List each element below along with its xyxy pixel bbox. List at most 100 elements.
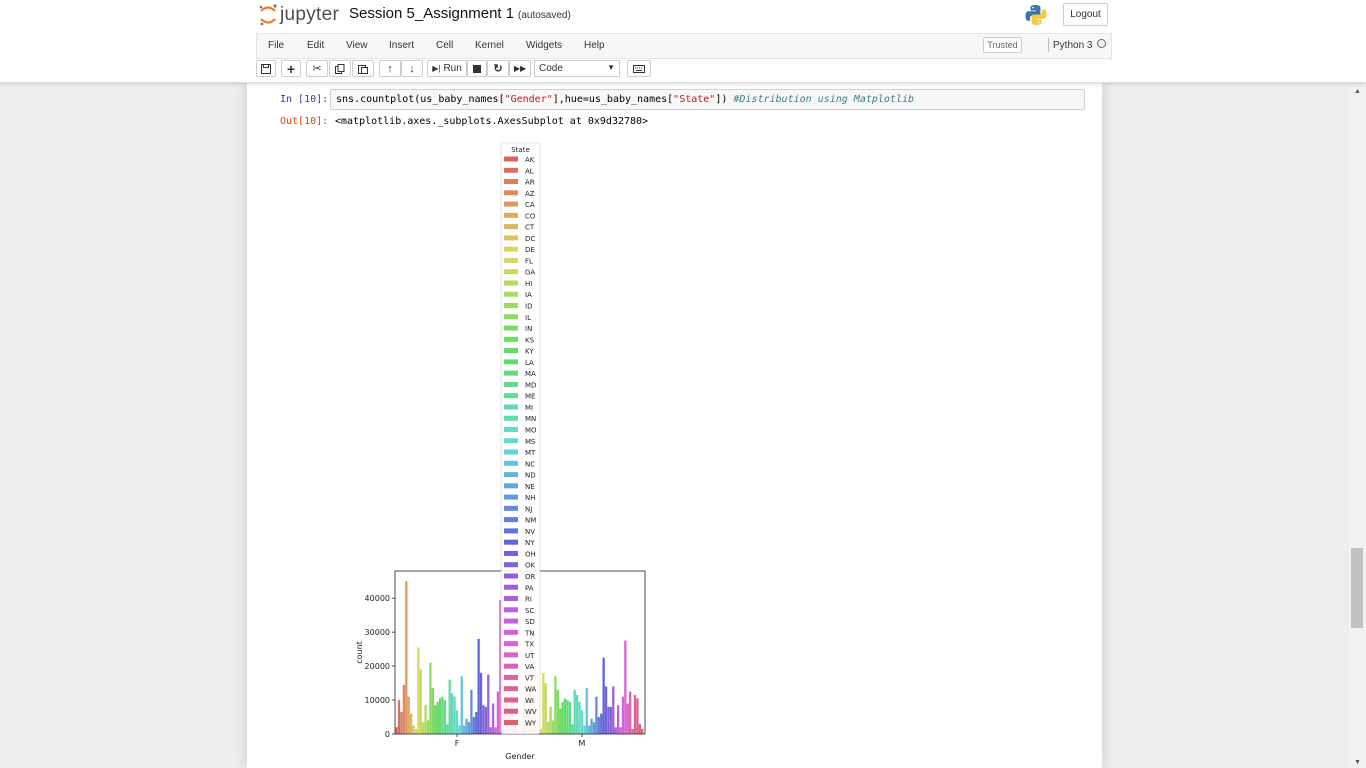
menu-insert[interactable]: Insert <box>389 40 415 51</box>
legend-swatch-MA <box>504 370 518 376</box>
copy-button[interactable] <box>329 60 351 77</box>
legend-swatch-TN <box>504 629 518 635</box>
y-tick-label: 20000 <box>365 662 390 671</box>
y-tick-label: 30000 <box>365 628 390 637</box>
cell-type-select[interactable]: Code ▼ <box>534 60 620 77</box>
bar-F-MO <box>453 696 456 734</box>
bar-M-IA <box>549 706 552 734</box>
trusted-indicator[interactable]: Trusted <box>983 37 1022 53</box>
python-logo-icon <box>1024 3 1048 32</box>
legend-label-OR: OR <box>525 573 536 581</box>
legend-swatch-PA <box>504 584 518 590</box>
bar-F-MD <box>443 700 447 734</box>
menu-widgets[interactable]: Widgets <box>526 40 563 51</box>
bar-M-NJ <box>595 696 598 734</box>
command-palette-button[interactable] <box>627 60 651 77</box>
bar-M-MI <box>573 689 576 734</box>
jupyter-logo-icon <box>259 4 277 26</box>
move-up-button[interactable]: ↑ <box>379 60 401 77</box>
restart-button[interactable]: ↻ <box>487 60 509 77</box>
stop-icon <box>473 64 481 73</box>
menu-edit[interactable]: Edit <box>307 40 325 51</box>
bar-F-MA <box>441 696 444 734</box>
legend-swatch-VA <box>504 663 518 669</box>
jupyter-logo[interactable]: jupyter <box>258 3 339 27</box>
legend-swatch-MS <box>504 438 518 444</box>
bar-M-WA <box>633 694 637 734</box>
bar-F-MI <box>448 679 451 734</box>
interrupt-button[interactable] <box>467 60 487 77</box>
legend-swatch-NY <box>504 539 518 545</box>
legend-label-WV: WV <box>525 708 537 716</box>
bar-F-LA <box>438 698 442 734</box>
bar-M-LA <box>563 698 567 734</box>
legend-swatch-NC <box>504 460 518 466</box>
menu-view[interactable]: View <box>346 40 368 51</box>
legend-swatch-NH <box>504 494 518 500</box>
menu-cell[interactable]: Cell <box>436 40 454 51</box>
bar-F-AZ <box>402 684 406 734</box>
legend-swatch-MI <box>504 404 518 410</box>
scrollbar-thumb[interactable] <box>1351 548 1363 628</box>
legend-label-MN: MN <box>525 415 536 423</box>
legend-swatch-HI <box>504 280 518 286</box>
page-scrollbar[interactable]: ▲ ▼ <box>1349 82 1366 768</box>
legend-label-UT: UT <box>525 652 535 660</box>
legend-swatch-GA <box>504 269 518 275</box>
legend-swatch-MT <box>504 449 518 455</box>
legend-label-GA: GA <box>525 269 535 277</box>
legend-swatch-DE <box>504 246 518 252</box>
legend-swatch-NV <box>504 528 518 534</box>
input-prompt: In [10]: <box>280 94 329 105</box>
notebook-container <box>247 82 1102 768</box>
legend-swatch-IA <box>504 291 518 297</box>
legend-label-TX: TX <box>524 641 534 649</box>
legend-label-KY: KY <box>525 348 534 356</box>
bar-F-CT <box>409 713 413 735</box>
bar-F-IL <box>429 662 432 734</box>
cut-button[interactable]: ✂ <box>306 60 328 77</box>
bar-F-NM <box>472 717 475 734</box>
legend-swatch-CO <box>504 212 518 218</box>
scroll-down-icon[interactable]: ▼ <box>1354 759 1361 766</box>
legend-label-MO: MO <box>525 426 537 434</box>
code-token: sns.countplot(us_baby_names[ <box>336 94 505 105</box>
scroll-up-icon[interactable]: ▲ <box>1354 88 1361 95</box>
bar-F-NY <box>477 638 480 734</box>
legend-label-CT: CT <box>525 224 535 232</box>
bar-M-SD <box>619 727 622 734</box>
bar-F-NH <box>467 722 471 734</box>
run-button[interactable]: ▶| Run <box>427 60 467 77</box>
restart-run-all-button[interactable]: ▶▶ <box>509 60 531 77</box>
bar-M-RI <box>614 727 617 734</box>
insert-cell-button[interactable]: + <box>281 60 301 77</box>
legend-label-MI: MI <box>525 404 533 412</box>
y-tick-label: 0 <box>385 730 390 739</box>
save-button[interactable] <box>256 60 276 77</box>
bar-F-NE <box>465 718 468 734</box>
code-cell-input[interactable]: sns.countplot(us_baby_names["Gender"],hu… <box>330 89 1085 110</box>
move-down-button[interactable]: ↓ <box>401 60 423 77</box>
bar-M-MD <box>568 701 572 734</box>
bar-M-VT <box>631 728 634 734</box>
legend-label-VA: VA <box>525 663 534 671</box>
legend-label-MD: MD <box>525 381 536 389</box>
bar-M-NY <box>602 657 605 734</box>
menu-file[interactable]: File <box>268 40 285 51</box>
legend-label-VT: VT <box>525 674 535 682</box>
legend-label-WI: WI <box>525 697 534 705</box>
bar-F-TN <box>496 691 500 734</box>
paste-button[interactable] <box>352 60 374 77</box>
bar-F-SC <box>491 703 495 734</box>
menu-kernel[interactable]: Kernel <box>475 40 504 51</box>
legend-swatch-MD <box>504 381 518 387</box>
notebook-title[interactable]: Session 5_Assignment 1 <box>349 5 515 22</box>
legend-swatch-OR <box>504 573 518 579</box>
menu-help[interactable]: Help <box>584 40 605 51</box>
legend-swatch-AL <box>504 167 518 173</box>
bar-F-MT <box>458 725 461 734</box>
legend-swatch-DC <box>504 235 518 241</box>
logout-button[interactable]: Logout <box>1063 3 1108 26</box>
kernel-name[interactable]: Python 3 <box>1053 40 1093 51</box>
legend-label-NV: NV <box>525 528 535 536</box>
